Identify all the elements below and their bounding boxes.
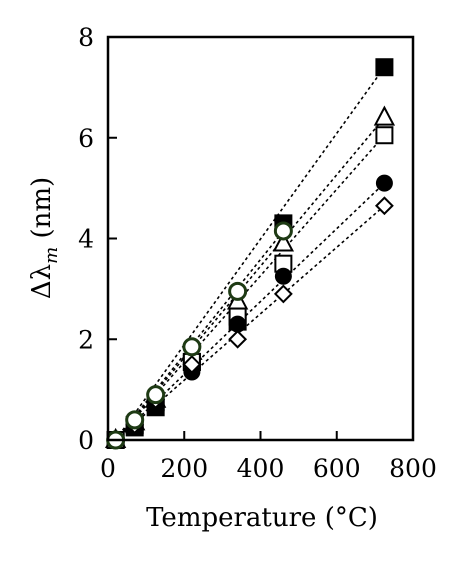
data-point [274, 267, 292, 285]
data-point [375, 58, 394, 77]
data-point [272, 231, 295, 252]
data-point [125, 410, 145, 430]
axis-ticks [107, 36, 414, 441]
data-point [373, 105, 396, 126]
fit-lines [114, 66, 386, 441]
data-point [375, 126, 394, 145]
data-point [229, 315, 247, 333]
y-tick-label: 4 [78, 225, 94, 254]
data-point [182, 355, 202, 374]
tick-labels: 0 200 400 600 800 0 2 4 6 8 [78, 23, 437, 483]
data-markers [104, 58, 396, 450]
data-point [228, 329, 248, 349]
y-tick-label: 6 [78, 124, 94, 153]
y-tick-label: 8 [78, 23, 94, 52]
y-axis-label-unit: (nm) [27, 177, 57, 247]
y-axis-label-subscript: m [41, 247, 62, 264]
data-point [374, 196, 394, 216]
fit-line [114, 66, 386, 441]
x-axis-label: Temperature (°C) [146, 503, 378, 533]
data-point [375, 174, 393, 192]
y-axis-label: Δλm (nm) [27, 177, 62, 299]
fit-line [115, 117, 386, 441]
x-tick-label: 400 [237, 454, 285, 483]
data-point [273, 221, 293, 241]
x-tick-label: 200 [160, 454, 208, 483]
x-tick-label: 800 [389, 454, 437, 483]
y-tick-label: 2 [78, 325, 94, 354]
data-point [273, 284, 293, 304]
data-point [182, 337, 202, 357]
data-point [146, 385, 166, 405]
y-tick-label: 0 [78, 426, 94, 455]
data-point [228, 281, 248, 301]
y-axis-label-symbol: Δλ [27, 264, 57, 299]
fit-line [115, 230, 284, 441]
x-tick-label: 0 [100, 454, 116, 483]
x-tick-label: 600 [313, 454, 361, 483]
